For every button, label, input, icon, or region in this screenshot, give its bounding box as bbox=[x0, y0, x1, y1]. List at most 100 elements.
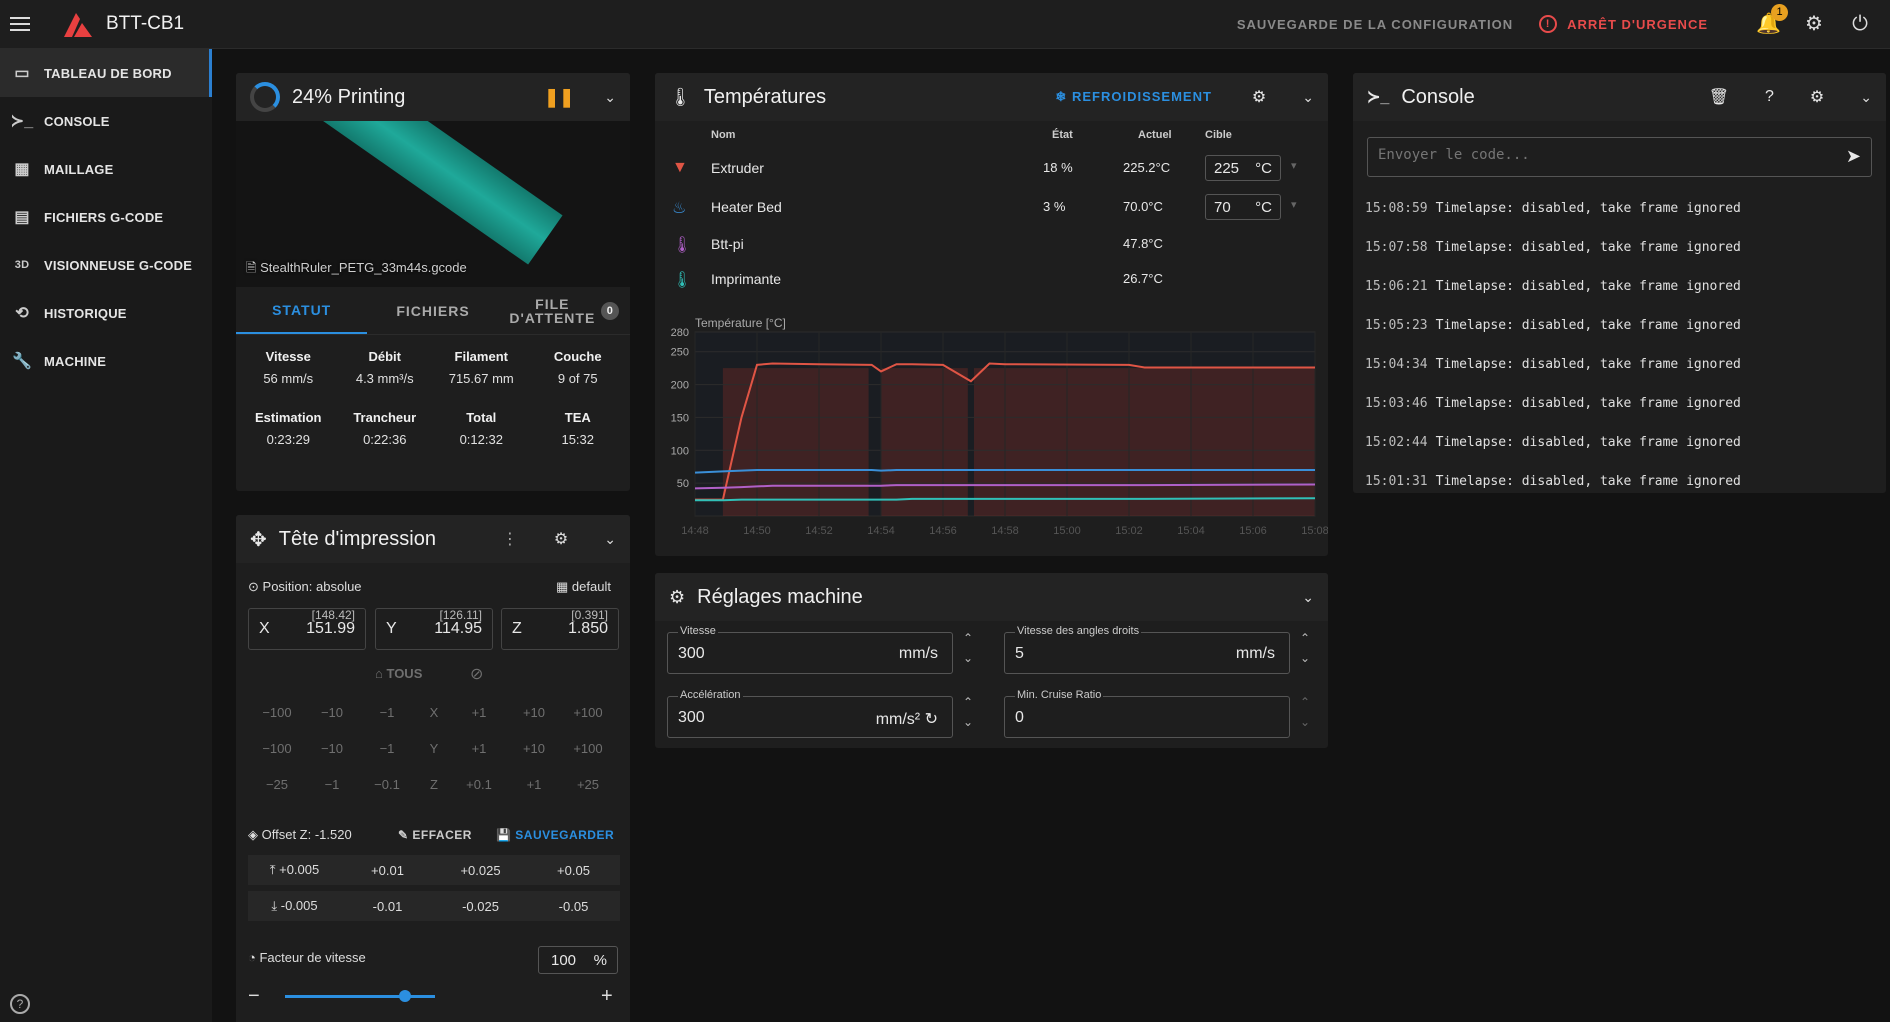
collapse-chevron-icon[interactable]: ⌄ bbox=[1302, 88, 1314, 105]
cooldown-button[interactable]: ❄ REFROIDISSEMENT bbox=[1055, 89, 1212, 105]
speed-factor-input[interactable]: 100% bbox=[538, 946, 618, 974]
square-corner-velocity-stepper[interactable]: ⌃ ⌄ bbox=[1300, 631, 1311, 665]
console-input-field[interactable] bbox=[1378, 147, 1818, 163]
tab-queue-line2: D'ATTENTE bbox=[509, 309, 596, 326]
jog-button[interactable]: −100 bbox=[262, 741, 292, 756]
velocity-stepper[interactable]: ⌃ ⌄ bbox=[963, 631, 974, 665]
offset-down-button[interactable]: -0.05 bbox=[558, 898, 589, 914]
trash-icon[interactable]: 🗑 bbox=[1708, 89, 1730, 106]
acceleration-field[interactable]: Accélération 300 mm/s² ↻ bbox=[667, 689, 953, 738]
target-band bbox=[974, 368, 1315, 516]
collapse-chevron-icon[interactable]: ⌄ bbox=[604, 88, 616, 105]
default-profile[interactable]: ▦ default bbox=[556, 579, 611, 595]
jog-button[interactable]: −10 bbox=[320, 705, 344, 720]
increase-speed-icon[interactable]: + bbox=[601, 985, 613, 1007]
jog-button[interactable]: −1 bbox=[324, 777, 340, 792]
sidebar-item-gcode-viewer[interactable]: 3D VISIONNEUSE G-CODE bbox=[0, 241, 212, 289]
toolhead-title: Tête d'impression bbox=[278, 527, 436, 550]
jog-button[interactable]: −1 bbox=[379, 705, 395, 720]
offset-down-button[interactable]: -0.01 bbox=[372, 898, 403, 914]
speed-slider-handle[interactable] bbox=[399, 990, 411, 1002]
jog-button[interactable]: −100 bbox=[262, 705, 292, 720]
axis-y-field[interactable]: [126.11] Y 114.95 bbox=[375, 608, 493, 650]
axis-z-field[interactable]: [0.391] Z 1.850 bbox=[501, 608, 619, 650]
speed-slider-track[interactable] bbox=[285, 995, 435, 998]
pause-button[interactable]: ❚❚ bbox=[544, 86, 575, 107]
more-vert-icon[interactable]: ⋮ bbox=[501, 531, 518, 548]
console-line: 15:07:58 Timelapse: disabled, take frame … bbox=[1353, 228, 1886, 267]
velocity-field[interactable]: Vitesse 300 mm/s bbox=[667, 625, 953, 674]
settings-cogs-icon[interactable]: ⚙ bbox=[1805, 13, 1823, 35]
jog-button[interactable]: +100 bbox=[573, 705, 603, 720]
clear-offset-button[interactable]: ✎ EFFACER bbox=[398, 828, 472, 842]
jog-button[interactable]: +10 bbox=[522, 705, 546, 720]
bell-icon[interactable]: 🔔 1 bbox=[1756, 4, 1788, 36]
min-cruise-ratio-field[interactable]: Min. Cruise Ratio 0 bbox=[1004, 689, 1290, 738]
thumbnail-model bbox=[266, 121, 563, 265]
sidebar-item-dashboard[interactable]: ▭ TABLEAU DE BORD bbox=[0, 49, 212, 97]
jog-button[interactable]: −25 bbox=[265, 777, 289, 792]
jog-button[interactable]: −1 bbox=[379, 741, 395, 756]
decrease-speed-icon[interactable]: − bbox=[248, 985, 260, 1007]
emergency-stop-button[interactable]: ! ARRÊT D'URGENCE bbox=[1539, 15, 1708, 33]
target-temp-input[interactable]: 70 °C bbox=[1205, 194, 1281, 220]
sidebar-item-gcode-files[interactable]: ▤ FICHIERS G-CODE bbox=[0, 193, 212, 241]
help-icon[interactable]: ? bbox=[10, 994, 30, 1014]
acceleration-stepper[interactable]: ⌃ ⌄ bbox=[963, 695, 974, 729]
preset-dropdown-icon[interactable]: ▾ bbox=[1291, 199, 1297, 211]
help-icon[interactable]: ? bbox=[1765, 88, 1774, 105]
position-mode[interactable]: ⊙ Position: absolue bbox=[248, 579, 362, 595]
console-message: Timelapse: disabled, take frame ignored bbox=[1435, 435, 1741, 450]
jog-button[interactable]: −10 bbox=[320, 741, 344, 756]
tab-status[interactable]: STATUT bbox=[236, 287, 368, 334]
heater-icon: ♨ bbox=[672, 200, 687, 217]
stat-value: 9 of 75 bbox=[557, 371, 598, 386]
console-input[interactable]: ➤ bbox=[1367, 137, 1872, 177]
jog-button[interactable]: +1 bbox=[471, 705, 487, 720]
home-all-button[interactable]: ⌂ TOUS bbox=[375, 666, 422, 681]
jog-button[interactable]: +100 bbox=[573, 741, 603, 756]
offset-up-button[interactable]: +0.01 bbox=[371, 862, 404, 878]
reset-icon[interactable]: ↻ bbox=[924, 711, 938, 728]
sidebar-item-mesh[interactable]: ▦ MAILLAGE bbox=[0, 145, 212, 193]
target-temp-input[interactable]: 225 °C bbox=[1205, 155, 1281, 181]
sidebar-item-console[interactable]: ≻_ CONSOLE bbox=[0, 97, 212, 145]
min-cruise-ratio-stepper[interactable]: ⌃ ⌄ bbox=[1300, 695, 1311, 729]
sensor-actual: 70.0°C bbox=[1123, 199, 1163, 214]
offset-down-button[interactable]: ⤓ -0.005 bbox=[271, 898, 318, 913]
save-config-button[interactable]: SAUVEGARDE DE LA CONFIGURATION bbox=[1236, 16, 1514, 32]
sidebar-item-machine[interactable]: 🔧 MACHINE bbox=[0, 337, 212, 385]
collapse-chevron-icon[interactable]: ⌄ bbox=[604, 530, 616, 547]
jog-button[interactable]: +10 bbox=[522, 741, 546, 756]
sidebar-item-label: MAILLAGE bbox=[44, 161, 114, 177]
offset-up-button[interactable]: +0.025 bbox=[460, 862, 501, 878]
preset-dropdown-icon[interactable]: ▾ bbox=[1291, 160, 1297, 172]
jog-button[interactable]: +25 bbox=[576, 777, 600, 792]
collapse-chevron-icon[interactable]: ⌄ bbox=[1860, 88, 1872, 105]
motors-off-icon[interactable]: ⊘ bbox=[470, 666, 484, 683]
gear-icon[interactable]: ⚙ bbox=[1251, 89, 1267, 106]
tab-queue[interactable]: FILE D'ATTENTE 0 bbox=[499, 287, 630, 334]
tab-files[interactable]: FICHIERS bbox=[396, 302, 470, 319]
power-icon[interactable]: ⏻ bbox=[1852, 13, 1868, 35]
axis-x-field[interactable]: [148.42] X 151.99 bbox=[248, 608, 366, 650]
jog-button[interactable]: +1 bbox=[471, 741, 487, 756]
toolhead-panel: ✥ Tête d'impression ⋮ ⚙ ⌄ bbox=[236, 515, 630, 1022]
offset-up-button[interactable]: +0.05 bbox=[557, 862, 590, 878]
gear-icon[interactable]: ⚙ bbox=[1809, 89, 1825, 106]
jog-button[interactable]: +0.1 bbox=[466, 777, 492, 792]
offset-up-button[interactable]: ⤒ +0.005 bbox=[269, 862, 320, 877]
send-icon[interactable]: ➤ bbox=[1845, 146, 1861, 166]
stat-eta: TEA 15:32 bbox=[530, 404, 627, 465]
menu-icon[interactable] bbox=[10, 13, 30, 35]
square-corner-velocity-field[interactable]: Vitesse des angles droits 5 mm/s bbox=[1004, 625, 1290, 674]
jog-button[interactable]: +1 bbox=[526, 777, 542, 792]
sidebar-item-history[interactable]: ⟲ HISTORIQUE bbox=[0, 289, 212, 337]
offset-down-button[interactable]: -0.025 bbox=[462, 898, 499, 914]
collapse-chevron-icon[interactable]: ⌄ bbox=[1302, 588, 1314, 605]
jog-button[interactable]: −0.1 bbox=[374, 777, 400, 792]
x-tick-label: 15:02 bbox=[1115, 525, 1143, 537]
save-offset-button[interactable]: 💾 SAUVEGARDER bbox=[496, 828, 614, 842]
gear-icon[interactable]: ⚙ bbox=[553, 531, 569, 548]
target-value: 225 bbox=[1214, 160, 1240, 177]
